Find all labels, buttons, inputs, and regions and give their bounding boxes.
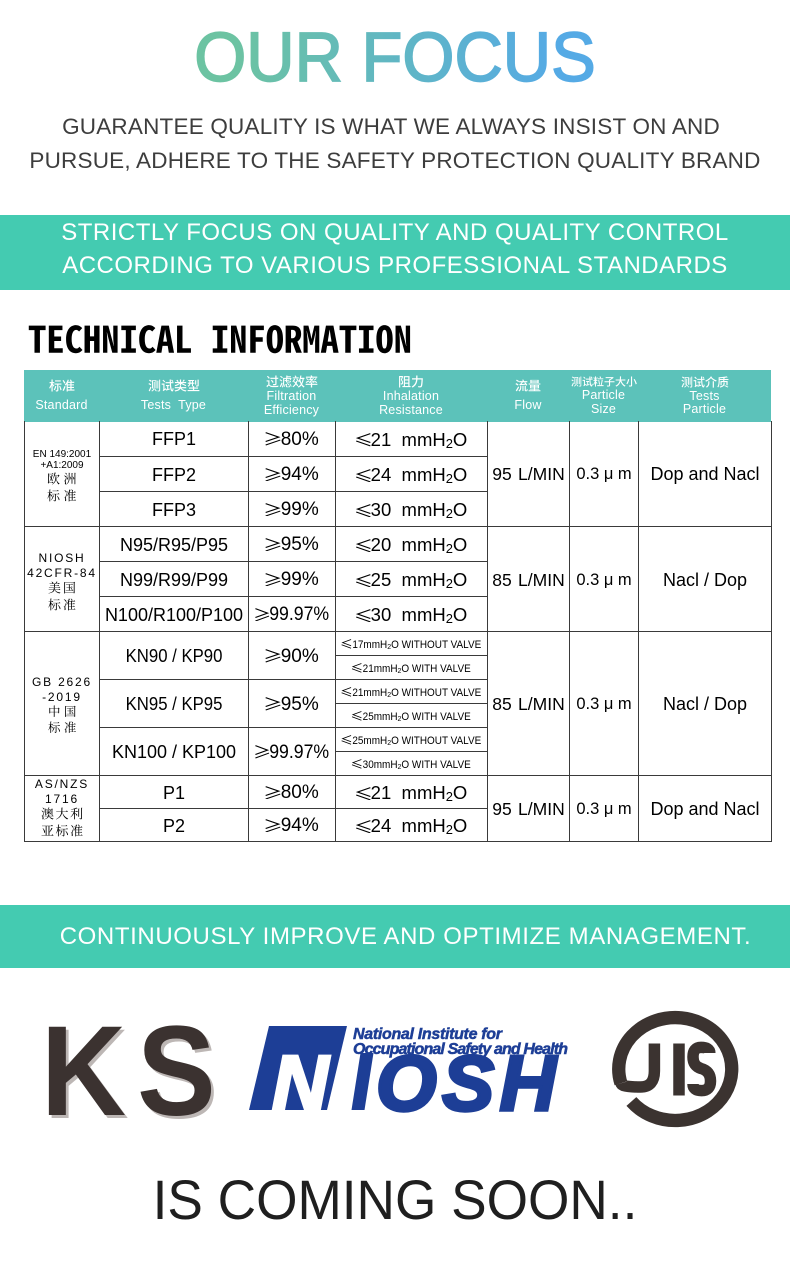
svg-text:National Institute for: National Institute for <box>353 1026 503 1043</box>
svg-text:Occupational Safety and Health: Occupational Safety and Health <box>353 1041 568 1058</box>
svg-text:OSH: OSH <box>376 1039 558 1114</box>
svg-text:N: N <box>272 1039 330 1114</box>
svg-text:OUR FOCUS: OUR FOCUS <box>194 18 595 97</box>
